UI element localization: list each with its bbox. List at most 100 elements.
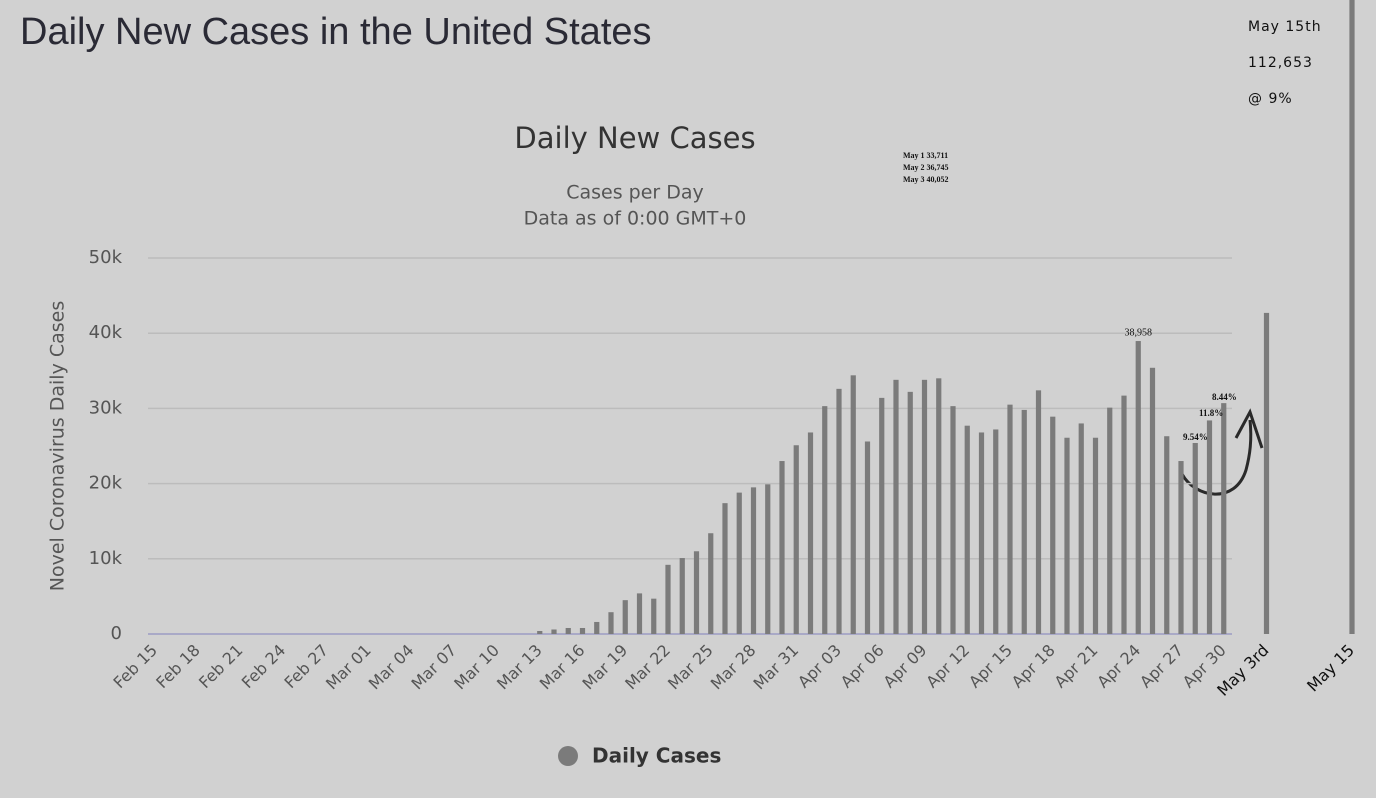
- y-axis-label: Novel Coronavirus Daily Cases: [47, 301, 69, 592]
- x-tick-label: Apr 24: [1093, 641, 1144, 692]
- annotation: May 2 36,745: [903, 163, 949, 172]
- bar: [807, 432, 814, 634]
- bar: [964, 425, 970, 634]
- bar: [708, 533, 714, 634]
- annotation: @ 9%: [1248, 91, 1293, 107]
- x-tick-label: Feb 24: [238, 641, 289, 692]
- bar: [1149, 367, 1156, 634]
- x-tick-label: Mar 22: [621, 641, 674, 694]
- bar: [1107, 407, 1113, 634]
- bar: [921, 379, 928, 634]
- bar: [1035, 390, 1042, 634]
- bar: [879, 397, 885, 634]
- bar: [1349, 0, 1355, 635]
- bar: [936, 378, 942, 634]
- bar: [565, 627, 571, 634]
- y-tick-label: 50k: [89, 247, 123, 268]
- bar: [793, 445, 799, 634]
- bar: [1263, 312, 1270, 634]
- legend-label: Daily Cases: [592, 744, 721, 768]
- chart-subtitle: Data as of 0:00 GMT+0: [524, 208, 747, 230]
- y-tick-label: 10k: [89, 548, 123, 569]
- x-tick-label: Apr 15: [965, 641, 1016, 692]
- y-tick-label: 30k: [89, 397, 123, 418]
- x-tick-label: Apr 27: [1136, 641, 1187, 692]
- bar: [579, 627, 586, 634]
- bar: [1192, 442, 1198, 634]
- bar: [636, 593, 643, 634]
- bar: [950, 406, 956, 634]
- bar: [1135, 341, 1141, 634]
- bar: [1221, 403, 1227, 634]
- data-label: 112,653: [1248, 55, 1313, 71]
- x-tick-label: Apr 18: [1008, 641, 1059, 692]
- bar: [679, 558, 685, 634]
- bar: [537, 630, 543, 634]
- annotation: May 15th: [1248, 19, 1322, 35]
- y-tick-label: 0: [111, 623, 122, 644]
- annotation: 8.44%: [1212, 392, 1237, 402]
- x-tick-label: Mar 04: [365, 641, 418, 694]
- bar: [850, 375, 856, 634]
- x-tick-label: Apr 09: [880, 641, 931, 692]
- bar: [608, 612, 614, 634]
- bar: [893, 379, 899, 634]
- bar: [836, 388, 842, 634]
- bar: [1164, 436, 1170, 634]
- annotation: 9.54%: [1183, 432, 1208, 442]
- annotation: May 3 40,052: [903, 175, 949, 184]
- bar: [1206, 420, 1213, 634]
- data-label: 38,958: [1125, 327, 1153, 338]
- x-tick-label: Apr 03: [794, 641, 845, 692]
- bar: [736, 492, 742, 634]
- arrow-head: [1234, 408, 1264, 449]
- bar: [978, 432, 985, 634]
- x-tick-label: Mar 16: [536, 641, 589, 694]
- x-tick-label: Feb 18: [152, 641, 203, 692]
- bar: [1007, 404, 1013, 634]
- page-title: Daily New Cases in the United States: [20, 11, 652, 53]
- bar: [551, 629, 557, 634]
- y-tick-label: 40k: [89, 322, 123, 343]
- bar: [907, 391, 913, 634]
- chart-subtitle: Cases per Day: [566, 182, 704, 204]
- x-tick-label: May 15: [1303, 641, 1358, 696]
- x-tick-label: Apr 21: [1051, 641, 1102, 692]
- bar: [665, 564, 671, 634]
- x-tick-label: Mar 01: [322, 641, 375, 694]
- bar: [1078, 423, 1084, 634]
- annotation: 11.8%: [1199, 408, 1223, 418]
- annotation: May 1 33,711: [903, 151, 948, 160]
- bar: [1178, 461, 1184, 634]
- legend-marker: [558, 746, 578, 766]
- x-tick-label: Mar 25: [664, 641, 717, 694]
- bar: [594, 621, 600, 634]
- bar: [622, 600, 628, 634]
- x-tick-label: Mar 31: [749, 641, 802, 694]
- bar: [1021, 409, 1027, 634]
- bar: [1121, 395, 1127, 634]
- bar: [822, 406, 828, 634]
- x-tick-label: Mar 13: [493, 641, 546, 694]
- x-tick-label: Feb 15: [110, 641, 161, 692]
- x-tick-label: Mar 19: [578, 641, 631, 694]
- x-tick-label: Apr 12: [922, 641, 973, 692]
- bar: [750, 487, 757, 634]
- bar: [722, 503, 728, 634]
- x-tick-label: Feb 21: [195, 641, 246, 692]
- chart-title: Daily New Cases: [514, 121, 755, 155]
- bar: [1050, 416, 1056, 634]
- bar: [1092, 437, 1099, 634]
- bar: [693, 551, 700, 634]
- x-tick-label: Apr 06: [837, 641, 888, 692]
- y-tick-label: 20k: [89, 473, 123, 494]
- x-tick-label: Mar 28: [707, 641, 760, 694]
- bar: [765, 484, 771, 634]
- bar: [993, 429, 999, 634]
- bar: [651, 598, 657, 634]
- x-tick-label: Feb 27: [281, 641, 332, 692]
- bar: [779, 461, 785, 634]
- x-tick-label: Mar 10: [450, 641, 503, 694]
- x-tick-label: Mar 07: [407, 641, 460, 694]
